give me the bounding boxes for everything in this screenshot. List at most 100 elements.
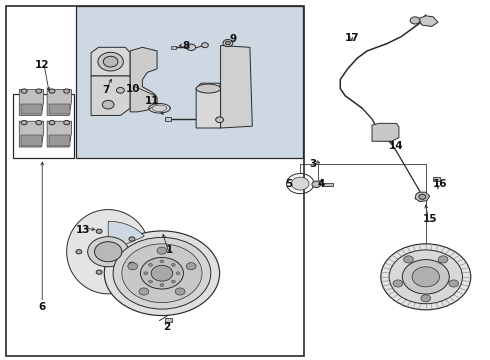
- Circle shape: [95, 242, 122, 262]
- Polygon shape: [91, 47, 130, 76]
- Circle shape: [141, 257, 183, 289]
- Circle shape: [104, 231, 220, 316]
- Text: 10: 10: [125, 84, 140, 94]
- Text: 16: 16: [433, 179, 448, 189]
- Text: 9: 9: [229, 35, 236, 44]
- Circle shape: [117, 87, 124, 93]
- Circle shape: [88, 237, 129, 267]
- Bar: [76, 6, 303, 158]
- Circle shape: [419, 194, 426, 199]
- Circle shape: [312, 181, 321, 188]
- Ellipse shape: [196, 84, 220, 93]
- Bar: [165, 319, 172, 322]
- Bar: [21, 135, 42, 146]
- Circle shape: [172, 264, 175, 266]
- Circle shape: [404, 256, 414, 263]
- Circle shape: [76, 249, 82, 254]
- Circle shape: [412, 267, 440, 287]
- Circle shape: [157, 247, 167, 254]
- Text: 14: 14: [389, 141, 404, 151]
- Bar: [171, 46, 175, 49]
- Text: 4: 4: [317, 179, 324, 189]
- Bar: [13, 94, 74, 158]
- Bar: [49, 135, 70, 146]
- Circle shape: [223, 40, 233, 46]
- Circle shape: [186, 263, 196, 270]
- Circle shape: [98, 52, 123, 71]
- Polygon shape: [19, 121, 44, 147]
- Text: 15: 15: [422, 215, 437, 224]
- Polygon shape: [47, 90, 72, 116]
- Text: 5: 5: [285, 179, 293, 189]
- Circle shape: [402, 260, 449, 294]
- Text: 7: 7: [102, 85, 109, 95]
- Text: 2: 2: [163, 322, 171, 332]
- Circle shape: [172, 280, 175, 283]
- Circle shape: [144, 272, 148, 275]
- Circle shape: [175, 288, 185, 295]
- Circle shape: [96, 270, 102, 274]
- Circle shape: [160, 284, 164, 287]
- Polygon shape: [415, 192, 430, 202]
- Circle shape: [49, 121, 55, 125]
- Circle shape: [103, 56, 118, 67]
- Circle shape: [148, 280, 152, 283]
- Circle shape: [225, 41, 230, 45]
- Polygon shape: [372, 123, 399, 141]
- Bar: [433, 177, 441, 181]
- Circle shape: [129, 262, 135, 266]
- Circle shape: [410, 17, 420, 24]
- Circle shape: [187, 44, 196, 50]
- Circle shape: [176, 272, 180, 275]
- Polygon shape: [152, 105, 167, 112]
- Polygon shape: [220, 45, 252, 128]
- Circle shape: [216, 117, 223, 123]
- Circle shape: [21, 121, 27, 125]
- Circle shape: [96, 229, 102, 233]
- Circle shape: [49, 89, 55, 93]
- Circle shape: [393, 280, 403, 287]
- Text: 1: 1: [166, 245, 173, 255]
- Text: 17: 17: [345, 33, 360, 43]
- Circle shape: [389, 250, 463, 304]
- Circle shape: [36, 121, 42, 125]
- Wedge shape: [108, 221, 144, 252]
- Text: 3: 3: [310, 159, 317, 169]
- Text: 11: 11: [145, 96, 159, 106]
- Circle shape: [36, 89, 42, 93]
- Polygon shape: [130, 47, 157, 112]
- Polygon shape: [91, 76, 130, 116]
- Text: 13: 13: [75, 225, 90, 235]
- Circle shape: [201, 42, 208, 48]
- Circle shape: [381, 244, 471, 310]
- Circle shape: [449, 280, 459, 287]
- Circle shape: [102, 100, 114, 109]
- Circle shape: [438, 256, 448, 263]
- Bar: [21, 104, 42, 114]
- Circle shape: [129, 237, 135, 241]
- Circle shape: [113, 237, 211, 309]
- Circle shape: [139, 288, 149, 295]
- Bar: [165, 117, 171, 121]
- Text: 6: 6: [39, 302, 46, 312]
- Circle shape: [64, 89, 70, 93]
- Bar: [49, 104, 70, 114]
- Bar: [322, 183, 333, 186]
- Circle shape: [128, 263, 138, 270]
- Polygon shape: [418, 16, 438, 27]
- Circle shape: [160, 260, 164, 263]
- Circle shape: [292, 177, 309, 190]
- Polygon shape: [196, 83, 220, 128]
- Text: 12: 12: [35, 60, 49, 70]
- Text: 8: 8: [183, 41, 190, 50]
- Circle shape: [122, 244, 202, 303]
- Circle shape: [21, 89, 27, 93]
- Polygon shape: [19, 90, 44, 116]
- Circle shape: [151, 265, 172, 281]
- Ellipse shape: [67, 210, 150, 294]
- Circle shape: [64, 121, 70, 125]
- Polygon shape: [47, 121, 72, 147]
- Bar: [5, 6, 304, 356]
- Circle shape: [148, 264, 152, 266]
- Circle shape: [421, 295, 431, 302]
